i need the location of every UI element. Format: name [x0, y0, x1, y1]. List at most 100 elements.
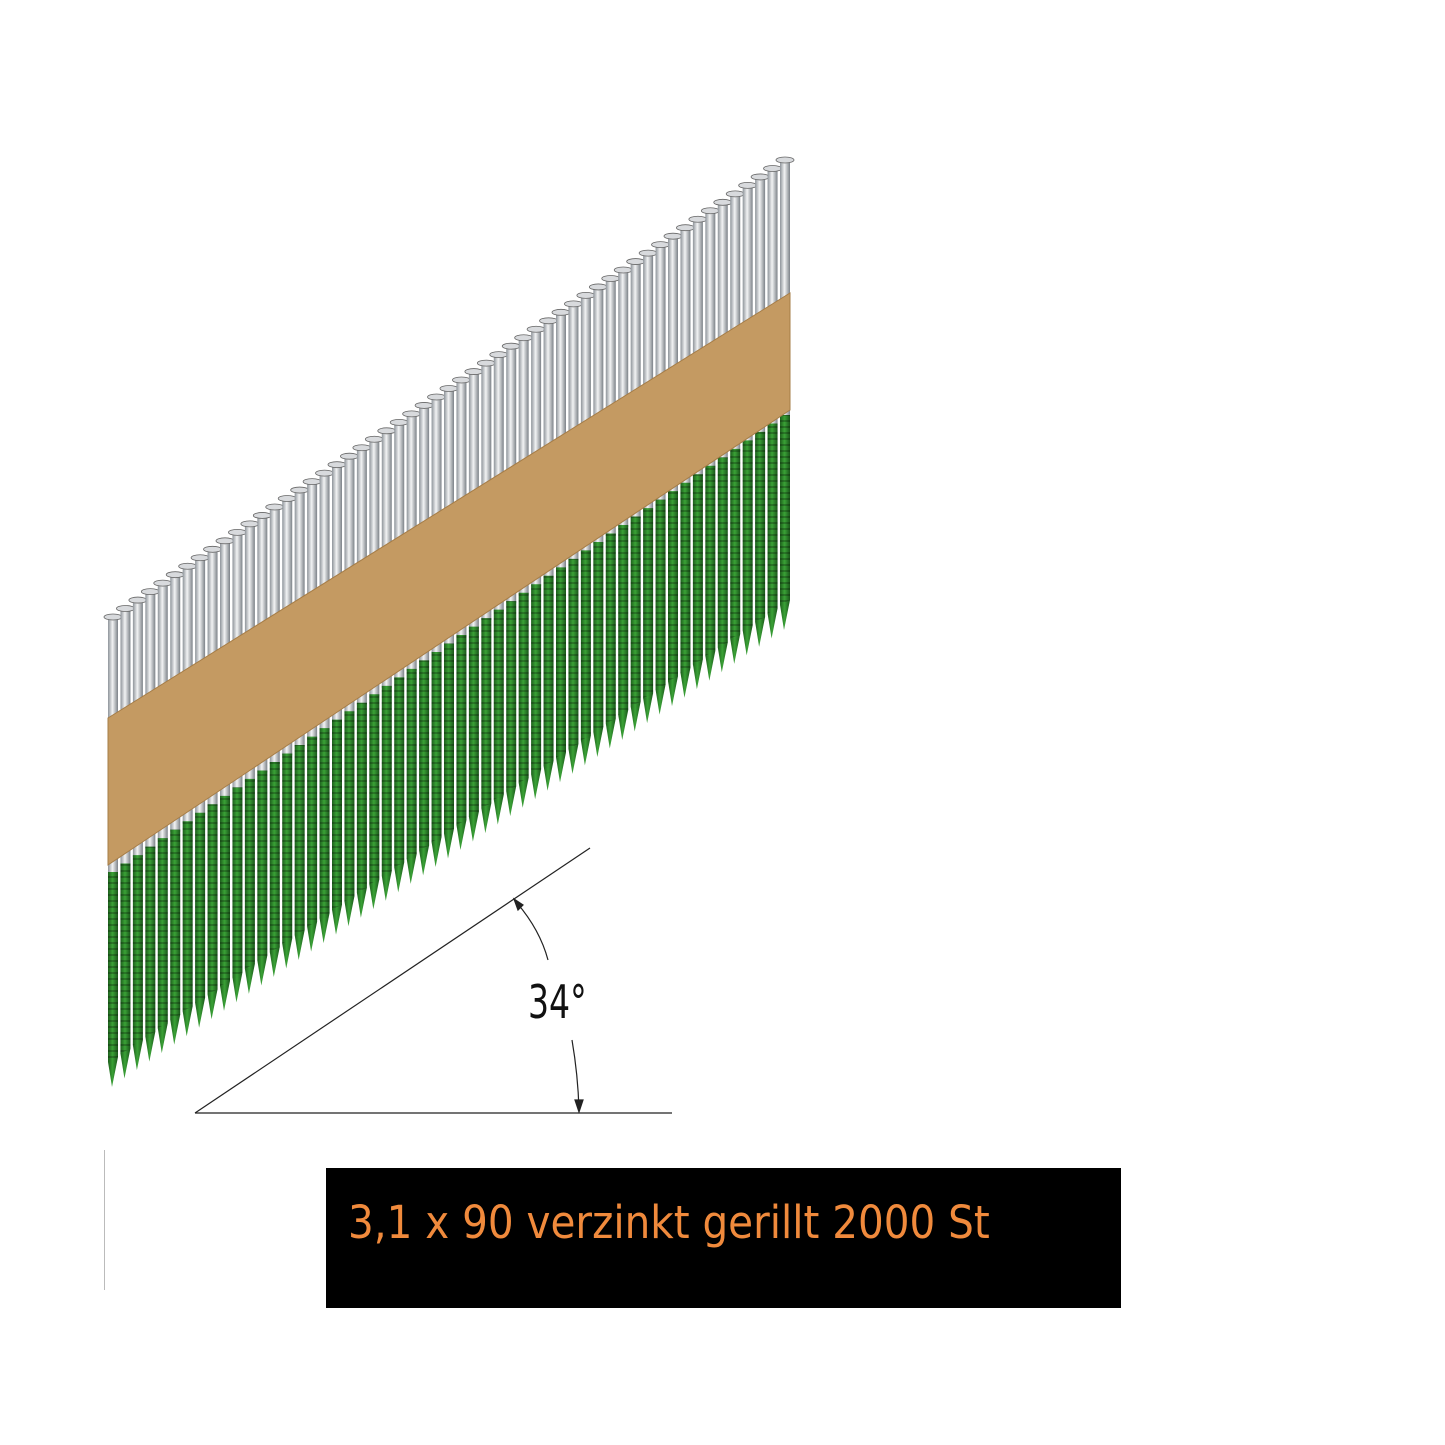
nail-head — [663, 232, 683, 240]
nail-ring-grooves — [531, 584, 542, 775]
nail-ring-grooves — [132, 855, 143, 1046]
nail-head — [464, 368, 484, 375]
nail-ring-grooves — [444, 643, 454, 834]
nail — [775, 156, 795, 630]
nail-ring-grooves — [767, 423, 778, 614]
nail-ring-grooves — [655, 499, 666, 690]
nail-ring-grooves — [182, 821, 193, 1012]
caption-banner: 3,1 x 90 verzinkt gerillt 2000 St — [326, 1168, 1121, 1308]
nail-ring-grooves — [618, 525, 629, 716]
nail-ring-grooves — [344, 711, 355, 902]
nail-ring-grooves — [556, 567, 566, 758]
nail-head — [713, 198, 733, 206]
nail-head — [140, 588, 160, 596]
nail-head — [489, 351, 509, 359]
nail-shank-zinc — [780, 162, 790, 417]
nail-head — [389, 418, 409, 426]
nail-ring-grooves — [630, 516, 641, 707]
nail-head — [775, 156, 795, 164]
nail-head — [116, 605, 135, 612]
nail — [763, 165, 782, 639]
nail-ring-grooves — [431, 651, 442, 842]
nail-head — [676, 224, 695, 232]
nail-ring-grooves — [319, 728, 330, 919]
nail-head — [377, 427, 397, 435]
nail-head — [514, 334, 534, 342]
nail-ring-grooves — [257, 770, 268, 961]
nail-head — [651, 241, 670, 249]
nail-ring-grooves — [307, 736, 318, 927]
nail-head — [638, 249, 658, 257]
nail-ring-grooves — [157, 838, 168, 1029]
nail-head — [750, 173, 770, 181]
nail-ring-grooves — [145, 846, 156, 1037]
nail-ring-grooves — [220, 795, 230, 986]
nail-ring-grooves — [705, 465, 716, 656]
nail-ring-grooves — [244, 778, 255, 969]
nail-shank-zinc — [680, 229, 691, 485]
nail-head — [588, 283, 608, 291]
nail-ring-grooves — [493, 609, 504, 800]
nail-head — [539, 317, 558, 325]
nail-ring-grooves — [668, 491, 678, 682]
nail — [725, 190, 745, 664]
nail-shank-zinc — [692, 221, 703, 477]
product-caption: 3,1 x 90 verzinkt gerillt 2000 St — [348, 1196, 990, 1249]
nail-ring-grooves — [742, 440, 753, 631]
nail-ring-grooves — [369, 694, 380, 885]
nail-ring-grooves — [282, 753, 293, 944]
nail-head — [327, 461, 347, 469]
nail-head — [576, 292, 596, 299]
nail-head — [526, 325, 546, 333]
nail-ring-grooves — [108, 872, 118, 1062]
nail-ring-grooves — [643, 508, 654, 699]
nail-ring-grooves — [680, 482, 691, 673]
nail-ring-grooves — [195, 812, 206, 1003]
nail-head — [215, 537, 235, 545]
divider-line — [104, 1150, 105, 1290]
nail-head — [190, 554, 210, 562]
nail-shank-zinc — [742, 187, 753, 443]
nail-head — [626, 258, 646, 265]
nail-ring-grooves — [356, 702, 367, 893]
nail-ring-grooves — [120, 863, 131, 1054]
nail-ring-grooves — [506, 601, 517, 792]
nail-ring-grooves — [518, 592, 529, 783]
nail-head — [128, 596, 148, 604]
nail-head — [302, 478, 322, 485]
arrow-head-lower — [574, 1099, 584, 1114]
nail-head — [265, 503, 285, 511]
nail-head — [439, 385, 459, 392]
nail-ring-grooves — [730, 448, 741, 639]
angle-arc-upper — [516, 902, 549, 961]
nail-head — [564, 300, 583, 308]
nail-head — [476, 359, 496, 367]
nail-head — [165, 571, 185, 579]
nail-ring-grooves — [568, 558, 579, 749]
nail-head — [252, 512, 272, 519]
nail-head — [738, 181, 758, 189]
nail-head — [315, 469, 334, 477]
arrow-head-upper — [512, 897, 524, 912]
nail-ring-grooves — [381, 685, 392, 876]
nail-shank-zinc — [755, 178, 766, 434]
nail-ring-grooves — [170, 829, 181, 1020]
nail-head — [103, 613, 123, 621]
nail-ring-grooves — [481, 618, 492, 809]
nail-shank-zinc — [730, 195, 741, 451]
nail-ring-grooves — [332, 719, 342, 910]
nail-ring-grooves — [580, 550, 591, 741]
nail-head — [501, 342, 521, 350]
nail-shank-zinc — [717, 204, 728, 460]
nail-ring-grooves — [207, 804, 218, 995]
nail-head — [688, 215, 708, 223]
nail-ring-grooves — [468, 626, 479, 817]
nail-ring-grooves — [269, 761, 280, 952]
nail-head — [402, 410, 422, 418]
nail-head — [364, 435, 384, 443]
nail-head — [240, 520, 260, 528]
nail-ring-grooves — [780, 415, 790, 605]
nail-ring-grooves — [717, 457, 728, 648]
